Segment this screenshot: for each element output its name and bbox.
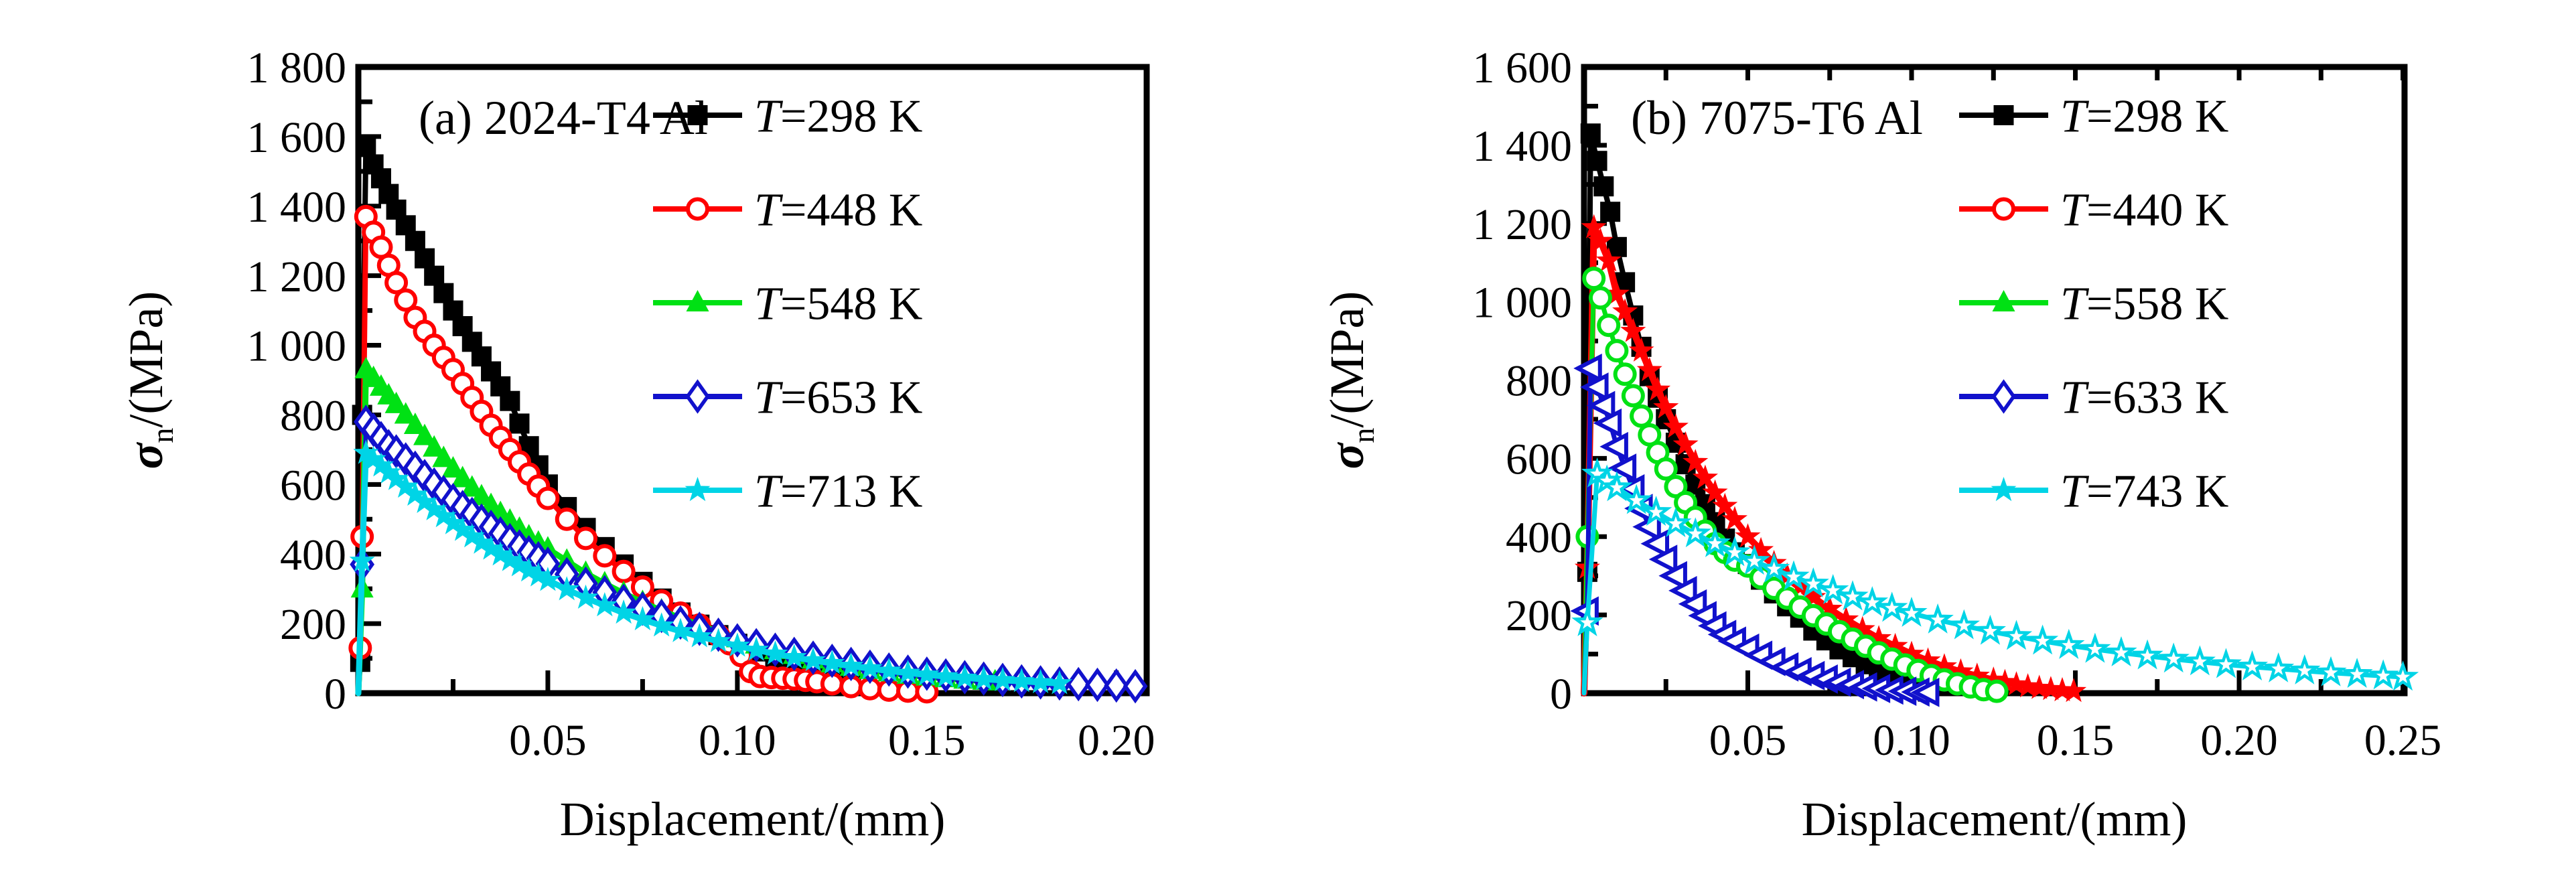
x-tick-label: 0.05 (509, 716, 587, 765)
x-tick-label: 0.05 (1709, 716, 1787, 765)
legend-label: T=548 K (754, 279, 922, 330)
chart-panel-a: 0 200 400 600 800 1 000 1 200 1 400 1 600 1 800 0.… (119, 44, 1155, 846)
legend-item: T=653 K (653, 372, 922, 424)
legend-item: T=633 K (1959, 372, 2228, 424)
series-t-558-k (1575, 267, 2009, 703)
y-tick-label: 1 600 (247, 113, 347, 162)
legend-label: T=653 K (754, 372, 922, 424)
y-tick-label: 200 (280, 600, 346, 649)
plot-frame (355, 64, 1150, 697)
series-t-743-k (1571, 457, 2419, 696)
chart-title: (b) 7075-T6 Al (1631, 91, 1923, 145)
y-tick-label: 1 400 (247, 183, 347, 232)
legend-item: T=298 K (1959, 91, 2228, 143)
x-tick-labels: 0.05 0.10 0.15 0.20 (509, 716, 1155, 765)
legend-item: T=743 K (1959, 466, 2228, 518)
legend-label: T=633 K (2060, 372, 2228, 424)
y-tick-label: 1 000 (1473, 279, 1573, 328)
legend-item: T=713 K (653, 466, 922, 518)
y-tick-label: 1 200 (1473, 200, 1573, 249)
x-tick-label: 0.20 (1078, 716, 1155, 765)
y-tick-label: 800 (280, 392, 346, 441)
x-tick-label: 0.15 (888, 716, 966, 765)
y-tick-label: 1 600 (1473, 44, 1573, 92)
legend: T=298 K T=448 K T=548 K T=653 K T=713 K (653, 91, 922, 518)
x-tick-label: 0.10 (699, 716, 776, 765)
x-axis-label: Displacement/(mm) (1802, 792, 2188, 846)
x-tick-label: 0.15 (2037, 716, 2115, 765)
legend-label: T=440 K (2060, 185, 2228, 236)
x-tick-labels: 0.05 0.10 0.15 0.20 0.25 (1709, 716, 2442, 765)
legend-item: T=440 K (1959, 185, 2228, 236)
y-tick-label: 400 (1506, 513, 1572, 562)
legend: T=298 K T=440 K T=558 K T=633 K T=743 K (1959, 91, 2228, 518)
legend-label: T=558 K (2060, 279, 2228, 330)
y-tick-label: 1 400 (1473, 122, 1573, 171)
y-axis-label: σn/(MPa) (1320, 291, 1380, 469)
y-axis-label: σn/(MPa) (119, 291, 180, 469)
y-tick-label: 1 200 (247, 252, 347, 301)
legend-label: T=713 K (754, 466, 922, 518)
chart-panel-b: 0 200 400 600 800 1 000 1 200 1 400 1 600 0.05 0.1… (1320, 44, 2442, 846)
y-tick-label: 600 (280, 461, 346, 510)
y-tick-label: 1 000 (247, 322, 347, 371)
legend-item: T=448 K (653, 185, 922, 236)
x-axis-label: Displacement/(mm) (560, 792, 946, 846)
y-tick-label: 400 (280, 530, 346, 579)
y-tick-label: 0 (1550, 670, 1572, 719)
y-tick-label: 200 (1506, 591, 1572, 640)
legend-item: T=558 K (1959, 279, 2228, 330)
legend-label: T=298 K (2060, 91, 2228, 143)
series-t-448-k (348, 204, 939, 704)
y-tick-labels: 0 200 400 600 800 1 000 1 200 1 400 1 600 (1473, 44, 1573, 719)
y-tick-label: 1 800 (247, 44, 347, 92)
legend-label: T=298 K (754, 91, 922, 143)
y-tick-label: 0 (324, 670, 346, 719)
legend-item: T=548 K (653, 279, 922, 330)
x-tick-label: 0.25 (2364, 716, 2442, 765)
y-tick-label: 600 (1506, 435, 1572, 484)
series-t-713-k (349, 439, 1072, 697)
legend-label: T=448 K (754, 185, 922, 236)
legend-item: T=298 K (653, 91, 922, 143)
plot-frame (1581, 64, 2408, 697)
y-tick-labels: 0 200 400 600 800 1 000 1 200 1 400 1 600 1 800 (247, 44, 347, 719)
x-tick-label: 0.20 (2200, 716, 2278, 765)
y-tick-label: 800 (1506, 357, 1572, 406)
x-tick-label: 0.10 (1873, 716, 1950, 765)
legend-label: T=743 K (2060, 466, 2228, 518)
